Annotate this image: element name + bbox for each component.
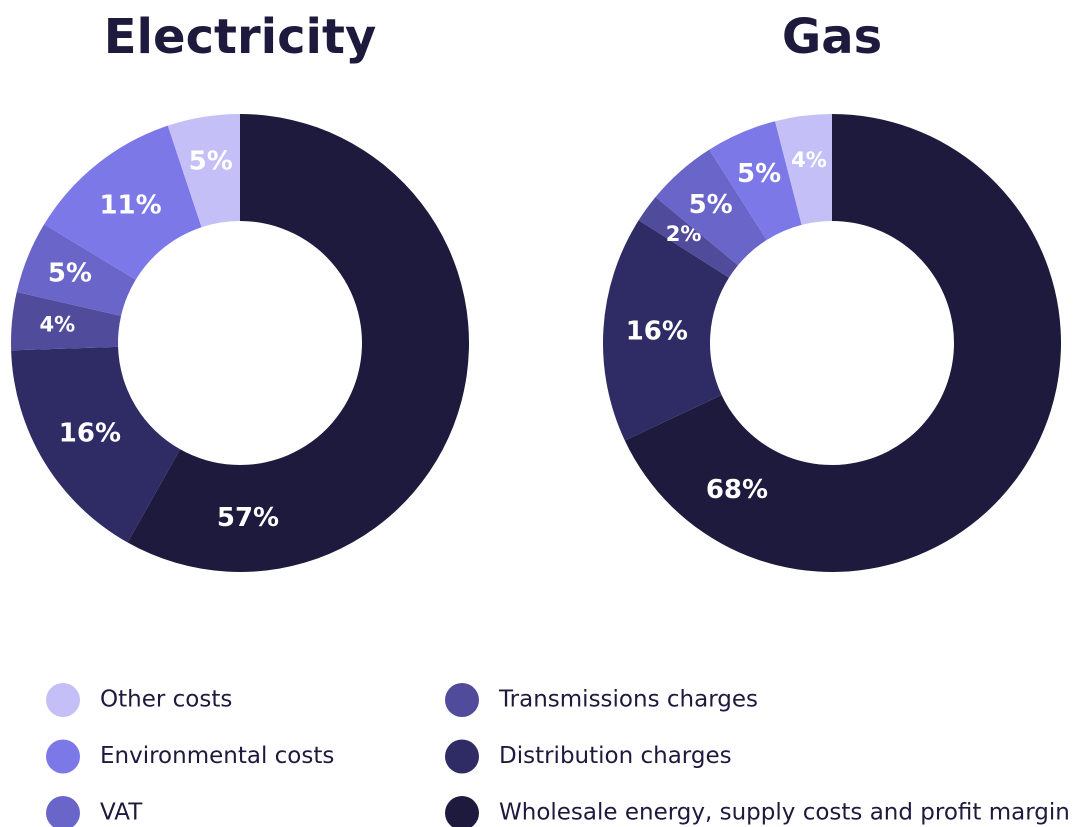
donut-segment: [127, 114, 469, 572]
legend-label: Transmissions charges: [498, 687, 758, 713]
chart-title: Electricity: [104, 9, 376, 65]
donut-segment: [167, 114, 240, 228]
legend-swatch: [445, 796, 479, 827]
segment-label: 5%: [689, 190, 733, 220]
legend-swatch: [46, 796, 80, 827]
donut-segment: [638, 197, 738, 278]
legend-label: Other costs: [100, 687, 232, 713]
donut-segment: [44, 125, 202, 280]
donut-segment: [655, 149, 767, 266]
legend-swatch: [445, 683, 479, 717]
segment-label: 57%: [217, 503, 279, 533]
donut-segment: [775, 114, 832, 225]
legend-label: Environmental costs: [100, 743, 334, 769]
legend-label: Wholesale energy, supply costs and profi…: [499, 800, 1070, 826]
segment-label: 5%: [189, 146, 233, 176]
legend-swatch: [445, 739, 479, 774]
segment-label: 4%: [40, 312, 76, 336]
chart-title: Gas: [782, 9, 882, 65]
segment-label: 11%: [99, 190, 161, 220]
donut-segment: [624, 114, 1061, 572]
segment-label: 16%: [59, 418, 121, 448]
donut-segment: [11, 292, 122, 351]
donut-segment: [709, 121, 802, 240]
legend-swatch: [46, 683, 80, 717]
legend-label: Distribution charges: [499, 743, 732, 769]
segment-label: 5%: [48, 259, 92, 289]
donut-segment: [603, 220, 729, 441]
segment-label: 4%: [791, 148, 827, 172]
legend-label: VAT: [100, 800, 143, 826]
segment-label: 16%: [626, 316, 688, 346]
legend-swatch: [46, 739, 80, 774]
donut-segment: [11, 346, 181, 543]
segment-label: 5%: [737, 159, 781, 189]
donut-segment: [16, 224, 136, 316]
segment-label: 68%: [706, 475, 768, 505]
